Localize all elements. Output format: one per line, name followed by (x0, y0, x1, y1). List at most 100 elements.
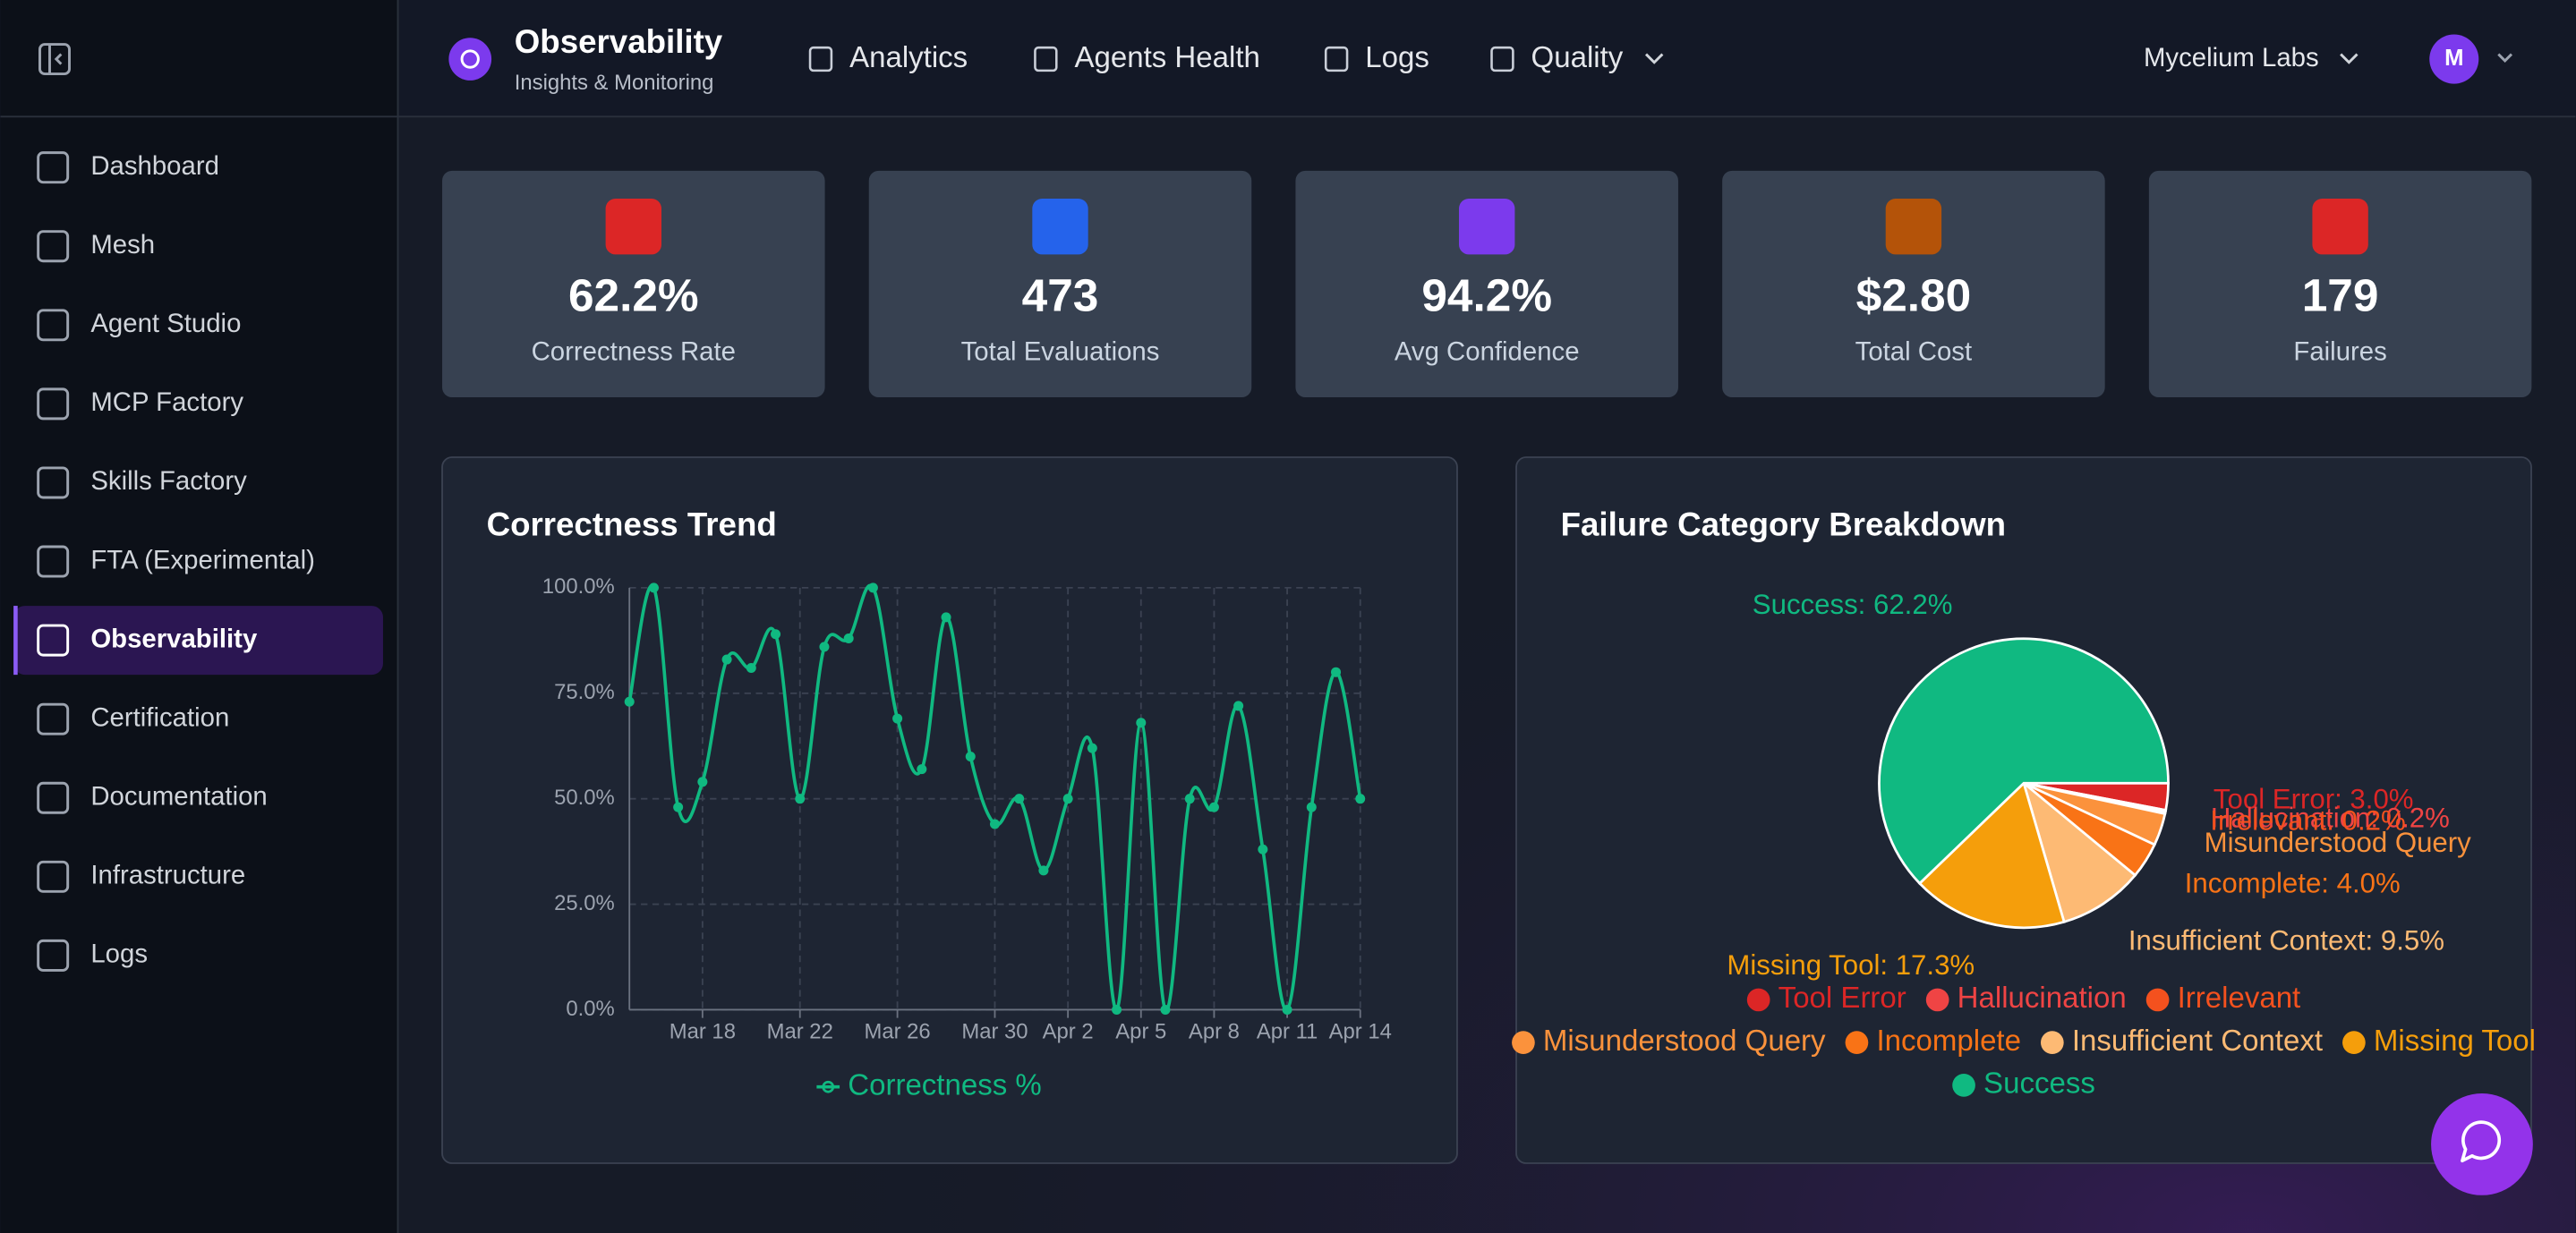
x-tick-label: Apr 8 (1189, 1019, 1240, 1043)
nav-item[interactable]: Mesh (90, 230, 155, 259)
legend-dot[interactable] (2342, 1031, 2366, 1054)
nav-link[interactable]: Logs (1365, 40, 1429, 73)
legend-label[interactable]: Misunderstood Query (1543, 1024, 1826, 1057)
nav-item-icon[interactable] (37, 466, 70, 499)
nav-item[interactable]: Agent Studio (90, 309, 241, 338)
sidebar-toggle[interactable] (38, 43, 71, 76)
org-selector[interactable]: Mycelium Labs (2144, 43, 2319, 72)
nav-icon[interactable] (1034, 46, 1058, 72)
legend-dot[interactable] (2145, 988, 2170, 1012)
pie-slice[interactable] (2021, 779, 2137, 924)
stat-value: 473 (1022, 269, 1099, 321)
avatar-chevron[interactable] (2497, 53, 2513, 63)
legend-label[interactable]: Insufficient Context (2072, 1024, 2323, 1057)
data-point (1038, 865, 1049, 876)
x-tick-label: Apr 11 (1257, 1019, 1318, 1043)
slice-label: Misunderstood Query (2205, 827, 2472, 858)
data-point (1160, 1004, 1171, 1015)
stat-icon (1459, 199, 1515, 255)
stat-card (1295, 170, 1678, 398)
legend-dot[interactable] (2040, 1031, 2064, 1054)
x-tick-label: Mar 30 (961, 1019, 1028, 1043)
nav-item[interactable]: Certification (90, 702, 229, 732)
nav-item[interactable]: Dashboard (90, 151, 219, 181)
nav-item-icon[interactable] (37, 309, 70, 342)
legend-dot[interactable] (1512, 1031, 1535, 1054)
stat-icon (2312, 199, 2368, 255)
data-point (648, 582, 659, 593)
chat-button[interactable] (2431, 1093, 2533, 1195)
nav-item[interactable]: Documentation (90, 782, 267, 812)
data-point (697, 777, 708, 787)
data-point (892, 713, 903, 724)
stat-label: Correctness Rate (532, 336, 736, 366)
legend-label[interactable]: Irrelevant (2178, 981, 2301, 1014)
nav-item-icon[interactable] (37, 151, 70, 184)
legend-dot[interactable] (1845, 1031, 1869, 1054)
avatar[interactable] (2429, 34, 2479, 84)
data-point (795, 794, 806, 804)
legend-dot[interactable] (1746, 988, 1770, 1012)
nav-item-icon[interactable] (37, 387, 70, 421)
data-point (1258, 844, 1268, 855)
nav-chevron[interactable] (1644, 53, 1664, 64)
nav-item-icon[interactable] (37, 230, 70, 263)
legend-label[interactable]: Success (1983, 1067, 2095, 1100)
legend-label[interactable]: Incomplete (1876, 1024, 2021, 1057)
stat-card (1722, 170, 2105, 398)
nav-icon[interactable] (808, 46, 833, 72)
x-tick-label: Apr 2 (1043, 1019, 1094, 1043)
stat-card (442, 170, 825, 398)
pie-slice[interactable] (1878, 637, 2170, 886)
nav-item[interactable]: Observability (90, 624, 258, 653)
data-point (843, 633, 854, 643)
nav-item-icon[interactable] (37, 860, 70, 893)
nav-item-icon[interactable] (37, 702, 70, 736)
nav-link[interactable]: Analytics (849, 40, 968, 73)
legend-marker (822, 1080, 835, 1093)
nav-item[interactable]: Skills Factory (90, 466, 247, 496)
active-bar (13, 606, 18, 676)
avatar-initial[interactable]: M (2444, 46, 2463, 71)
stat-label: Total Cost (1855, 336, 1972, 366)
nav-item-icon[interactable] (37, 545, 70, 578)
nav-item[interactable]: Infrastructure (90, 861, 245, 890)
slice-label: Tool Error: 3.0% (2213, 784, 2414, 815)
data-point (1062, 794, 1073, 804)
data-point (771, 629, 781, 640)
nav-icon[interactable] (1324, 46, 1349, 72)
nav-icon[interactable] (1490, 46, 1514, 72)
nav-item-icon[interactable] (37, 939, 70, 972)
legend-label[interactable]: Hallucination (1958, 981, 2127, 1014)
nav-link[interactable]: Agents Health (1074, 40, 1259, 73)
logo (448, 38, 492, 81)
nav-link[interactable]: Quality (1531, 40, 1624, 73)
legend-dot[interactable] (1925, 988, 1949, 1012)
stat-label: Total Evaluations (961, 336, 1160, 366)
nav-item[interactable]: FTA (Experimental) (90, 545, 315, 574)
header-title: Observability (515, 23, 723, 60)
legend-dot[interactable] (1952, 1074, 1975, 1097)
x-tick-label: Mar 18 (670, 1019, 736, 1043)
data-point (1306, 802, 1317, 812)
y-tick-label: 100.0% (542, 574, 615, 599)
slice-label: Missing Tool: 17.3% (1727, 949, 1975, 981)
legend-label[interactable]: Missing Tool (2374, 1024, 2536, 1057)
org-chevron[interactable] (2340, 53, 2358, 64)
slice-label: Success: 62.2% (1753, 589, 1953, 620)
y-tick-label: 75.0% (554, 680, 615, 704)
stat-value: $2.80 (1856, 269, 1972, 321)
x-tick-label: Mar 26 (864, 1019, 930, 1043)
data-point (989, 819, 1000, 829)
nav-item-icon[interactable] (37, 781, 70, 814)
nav-item[interactable]: Logs (90, 940, 148, 969)
data-point (1282, 1004, 1292, 1015)
nav-item[interactable]: MCP Factory (90, 387, 243, 417)
pie-slice[interactable] (1917, 780, 2066, 930)
nav-item-icon[interactable] (37, 624, 70, 657)
data-point (1112, 1004, 1122, 1015)
header-subtitle: Insights & Monitoring (515, 71, 714, 95)
legend-label[interactable]: Tool Error (1778, 981, 1906, 1014)
